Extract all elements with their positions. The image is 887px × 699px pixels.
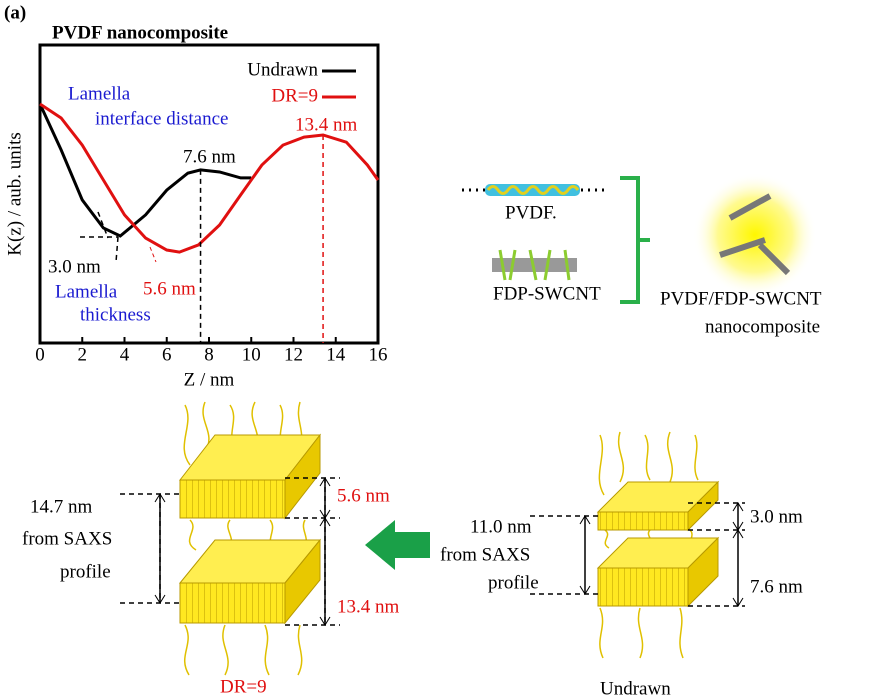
lamella-model (183, 401, 308, 676)
model-label: 11.0 nm (470, 516, 532, 537)
chart-title: PVDF nanocomposite (52, 22, 228, 43)
model-label: 5.6 nm (337, 485, 390, 506)
annotation: thickness (80, 304, 151, 325)
annotation: 7.6 nm (183, 146, 236, 167)
series-line (39, 102, 380, 254)
panel-label: (a) (4, 2, 26, 23)
x-tick-label: 6 (162, 344, 172, 365)
model-label: 13.4 nm (337, 596, 400, 617)
model-label: from SAXS (440, 544, 530, 565)
annotation: 3.0 nm (48, 256, 101, 277)
y-axis-label: K(z) / aub. units (4, 132, 25, 255)
model-caption: DR=9 (220, 676, 267, 697)
schematic-label: FDP-SWCNT (493, 283, 601, 304)
x-axis-label: Z / nm (184, 369, 235, 390)
x-tick-label: 2 (78, 344, 88, 365)
x-tick-label: 14 (326, 344, 346, 365)
schematic (462, 173, 817, 304)
leader (149, 246, 157, 263)
x-tick-label: 10 (242, 344, 261, 365)
annotation: 5.6 nm (143, 278, 196, 299)
annotation: Lamella (68, 83, 131, 104)
schematic-label: PVDF. (505, 202, 557, 223)
model-label: 7.6 nm (750, 576, 803, 597)
model-label: 3.0 nm (750, 506, 803, 527)
lamella-blocks (530, 480, 745, 608)
model-caption: Undrawn (600, 678, 671, 699)
x-tick-label: 0 (35, 344, 45, 365)
x-tick-label: 4 (120, 344, 130, 365)
x-tick-label: 16 (369, 344, 388, 365)
legend-label: Undrawn (247, 59, 318, 80)
series-line (38, 103, 252, 238)
model-label: profile (488, 572, 539, 593)
plot: 0 2 4 6 8 10 12 14 16 Undrawn DR=9 (35, 43, 388, 365)
legend-label: DR=9 (271, 85, 318, 106)
model-label: profile (60, 561, 111, 582)
x-tick-label: 12 (284, 344, 303, 365)
lamella-blocks (120, 433, 430, 626)
schematic-label: PVDF/FDP-SWCNT (660, 288, 822, 309)
model-label: 14.7 nm (30, 496, 93, 517)
annotation: 13.4 nm (295, 114, 358, 135)
leader (80, 211, 119, 263)
x-tick-label: 8 (204, 344, 214, 365)
model-label: from SAXS (22, 528, 112, 549)
schematic-label: nanocomposite (705, 316, 820, 337)
annotation: interface distance (95, 108, 228, 129)
annotation: Lamella (55, 281, 118, 302)
